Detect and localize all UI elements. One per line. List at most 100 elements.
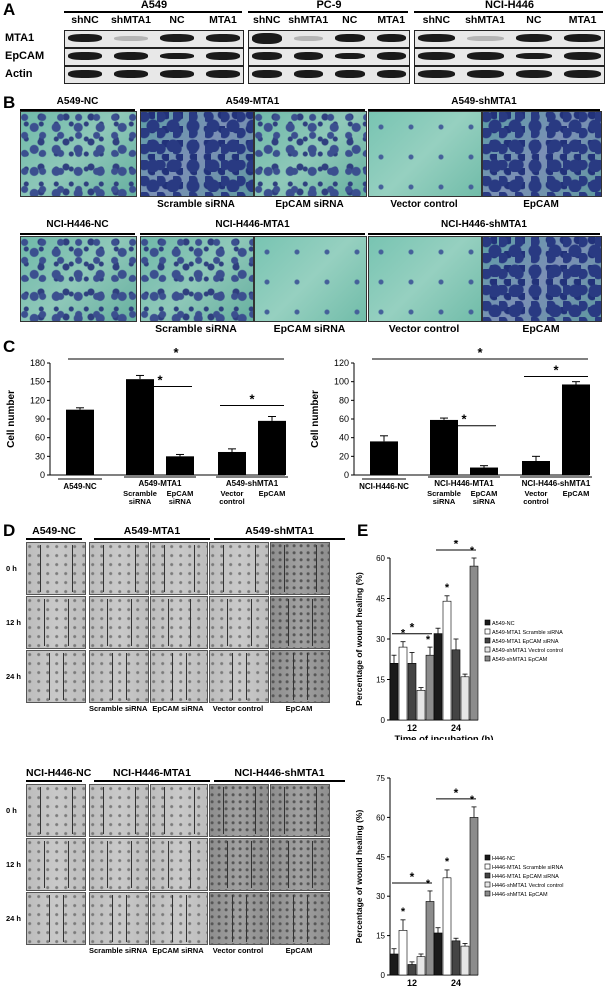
blot-group-underline [414, 11, 603, 13]
bar [398, 930, 408, 976]
x-axis-label: Time of incubation (h) [394, 734, 493, 740]
transwell-micrograph [254, 111, 367, 197]
wound-edge-line [246, 895, 247, 942]
wound-image [150, 838, 208, 891]
blot-group-label: A549 [140, 0, 168, 11]
wound-edge-line [251, 599, 252, 646]
bar [407, 964, 417, 976]
wound-edge-line [316, 545, 317, 592]
wound-edge-line [72, 545, 73, 592]
blot-strip [248, 66, 410, 84]
y-tick-label: 60 [35, 433, 45, 443]
transwell-title: A549-MTA1 [225, 96, 280, 107]
legend-label: A549-shMTA1 Vectrol control [492, 648, 563, 654]
blot-band [114, 52, 148, 60]
blot-row-label: EpCAM [5, 50, 45, 62]
blot-band [466, 70, 504, 78]
wound-edge-line [68, 841, 69, 888]
y-tick-label: 90 [35, 414, 45, 424]
y-tick-label: 45 [376, 853, 385, 862]
x-tick-label: 12 [407, 978, 417, 988]
bar [425, 901, 435, 976]
significance-star: * [157, 373, 163, 388]
wound-edge-line [307, 895, 308, 942]
y-tick-label: 60 [376, 813, 385, 822]
blot-band [293, 70, 323, 78]
x-group-label: A549-NC [63, 482, 97, 491]
transwell-title: NCI-H446-MTA1 [215, 219, 290, 230]
blot-band [564, 70, 601, 78]
panel-letter-b: B [3, 93, 16, 112]
wound-image [89, 650, 149, 703]
blot-band [114, 70, 148, 78]
blot-band [68, 70, 102, 78]
blot-strip [248, 30, 410, 48]
blot-band [68, 52, 102, 60]
y-tick-label: 20 [339, 451, 349, 461]
wound-image [209, 650, 269, 703]
bar [460, 945, 470, 976]
x-group-label: NCI-H446-NC [359, 482, 409, 491]
wound-image [209, 892, 269, 945]
time-label: 12 h [6, 860, 22, 869]
blot-band [206, 34, 240, 42]
bar [460, 676, 470, 721]
blot-group-label: PC-9 [316, 0, 342, 11]
y-tick-label: 40 [339, 433, 349, 443]
wound-title-bar [26, 538, 82, 540]
transwell-title-bar [20, 109, 135, 111]
wound-edge-line [40, 787, 41, 834]
wound-image [209, 542, 269, 595]
wound-edge-line [164, 545, 165, 592]
wound-image [270, 596, 330, 649]
transwell-micrograph [20, 111, 137, 197]
y-tick-label: 100 [334, 377, 349, 387]
bar [218, 451, 246, 475]
wound-edge-line [293, 653, 294, 700]
wound-edge-line [223, 787, 224, 834]
significance-star: * [454, 786, 459, 800]
y-tick-label: 75 [376, 774, 385, 783]
bar [470, 467, 498, 475]
significance-star: * [249, 392, 255, 407]
wound-edge-line [112, 895, 113, 942]
wound-edge-line [40, 545, 41, 592]
legend-swatch [484, 881, 491, 888]
bar [166, 456, 194, 475]
legend-label: H446-NC [492, 856, 515, 862]
wound-edge-line [312, 599, 313, 646]
y-axis-label: Percentage of wound healing (%) [354, 810, 364, 944]
wound-edge-line [135, 545, 136, 592]
legend-label: H446-MTA1 Scramble siRNA [492, 865, 563, 871]
wound-image [270, 784, 330, 837]
wound-edge-line [112, 653, 113, 700]
y-tick-label: 45 [376, 595, 385, 604]
y-tick-label: 60 [339, 414, 349, 424]
wound-image [26, 784, 86, 837]
blot-band [160, 53, 194, 59]
wound-image [89, 784, 149, 837]
blot-lane-label: MTA1 [209, 14, 237, 26]
wound-title: NCI-H446-NC [26, 767, 92, 779]
x-sub-label: EpCAM [563, 489, 590, 498]
legend-swatch [484, 890, 491, 897]
wound-image [89, 542, 149, 595]
y-tick-label: 0 [381, 971, 386, 980]
blot-band [515, 70, 553, 78]
wound-edge-line [49, 895, 50, 942]
bar [562, 384, 590, 475]
wound-caption: EpCAM siRNA [152, 946, 204, 955]
wound-image [26, 892, 86, 945]
bar [469, 565, 479, 721]
transwell-title: A549-shMTA1 [451, 96, 517, 107]
blot-band [252, 32, 282, 44]
wound-caption: Scramble siRNA [89, 704, 148, 713]
legend-swatch [484, 646, 491, 653]
transwell-caption: Scramble siRNA [157, 199, 235, 210]
blot-strip [248, 48, 410, 66]
blot-group-label: NCI-H446 [485, 0, 534, 11]
blot-strip [64, 66, 244, 84]
significance-star: * [426, 634, 431, 646]
blot-band [160, 70, 194, 78]
blot-band [335, 53, 365, 59]
